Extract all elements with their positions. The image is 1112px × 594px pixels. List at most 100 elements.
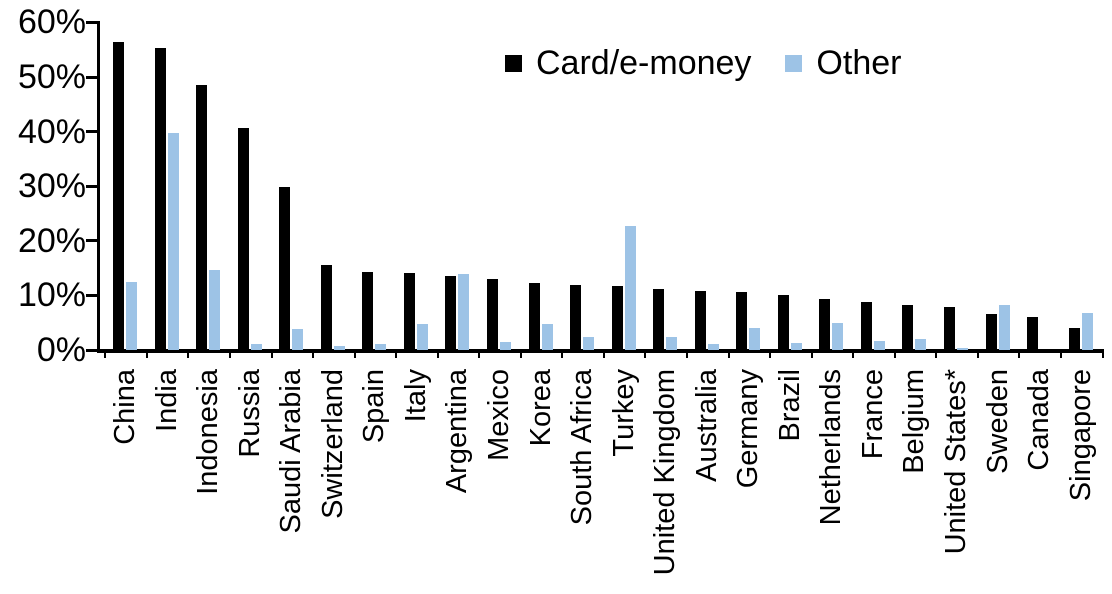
y-axis-tick [86,20,97,24]
x-axis-label: Belgium [898,369,931,474]
x-axis-label: Russia [233,369,266,458]
x-axis-label: Indonesia [192,369,225,495]
bar-other [458,274,470,350]
x-axis-label: United Kingdom [649,369,682,576]
y-axis-label: 50% [17,58,86,96]
x-axis-label: Sweden [981,369,1014,474]
x-axis-label: Switzerland [316,369,349,519]
bar-other [126,282,137,350]
y-axis-tick [86,348,97,352]
bar-card-e-money [985,313,997,350]
bar-other [167,132,179,350]
bar-card-e-money [528,283,540,350]
bar-other [666,337,678,350]
x-axis-label: Brazil [773,369,806,442]
y-axis-line [97,21,100,352]
x-axis-tick [1101,351,1104,358]
x-axis-label: Germany [732,369,765,489]
bar-other [790,343,802,350]
bar-card-e-money [113,42,124,350]
x-axis-tick [353,351,356,358]
bar-card-e-money [1027,317,1039,350]
x-axis-label: Singapore [1064,369,1097,502]
x-axis-tick [686,351,688,358]
bar-card-e-money [611,286,623,350]
x-axis-label: Italy [399,369,432,423]
x-axis-tick [852,351,855,358]
x-axis-label: Turkey [607,369,640,457]
x-axis-label: United States* [940,369,972,555]
bar-other [416,323,428,350]
bar-card-e-money [1068,328,1080,350]
x-axis-tick [602,351,605,358]
x-axis-tick [1018,351,1021,358]
bar-card-e-money [777,294,789,350]
y-axis-label: 20% [17,221,86,260]
x-axis-label: Saudi Arabia [275,369,308,534]
bar-other [375,343,387,350]
x-axis-tick [893,351,896,358]
x-axis-line [97,349,1104,353]
bar-other [583,336,595,350]
x-axis-label: Netherlands [815,369,848,526]
x-axis-tick [935,351,938,358]
bar-card-e-money [736,291,748,350]
bar-other [1081,313,1093,350]
bar-other [915,339,927,350]
bar-card-e-money [653,289,665,350]
x-axis-label: Canada [1023,369,1056,471]
x-axis-tick [270,351,273,358]
bar-other [209,269,221,350]
y-axis-tick [86,75,97,79]
x-axis-tick [727,351,730,358]
bar-card-e-money [320,264,332,350]
bar-card-e-money [694,291,706,350]
x-axis-label: Mexico [482,369,515,461]
x-axis-tick [145,351,148,358]
bar-card-e-money [486,279,498,350]
y-axis-tick [86,239,97,243]
bar-card-e-money [403,273,415,350]
x-axis-tick [561,351,564,358]
x-axis-label: France [856,369,889,460]
x-axis-tick [1059,351,1062,358]
bar-other [333,345,345,350]
x-axis-tick [312,351,315,358]
bar-other [873,340,885,350]
x-axis-tick [436,351,439,358]
bar-other [707,343,719,350]
x-axis-label: India [150,369,183,432]
bar-other [832,322,844,350]
bar-other [624,225,636,350]
bar-card-e-money [902,305,914,350]
x-axis-tick [395,351,398,358]
bar-card-e-money [362,271,374,350]
bar-other [499,342,511,350]
bar-card-e-money [279,187,291,350]
x-axis-label: South Africa [566,369,599,526]
bar-card-e-money [944,306,955,350]
bar-other [292,328,304,350]
y-axis-label: 60% [17,3,86,42]
x-axis-tick [810,351,813,358]
x-axis-tick [478,351,481,358]
x-axis-label: Korea [524,369,557,447]
y-axis-tick [86,130,97,134]
bar-other [541,324,553,350]
x-axis-tick [104,351,107,358]
x-axis-label: Argentina [441,369,474,494]
bar-card-e-money [237,128,249,350]
bar-card-e-money [819,299,831,350]
y-axis-label: 0% [36,331,86,369]
bar-card-e-money [196,85,208,350]
legend-label-card-e-money: Card/e-money [536,44,752,82]
y-axis-label: 40% [17,112,86,151]
legend-swatch-other [785,54,803,72]
x-axis-tick [644,351,647,358]
bar-other [957,348,968,350]
x-axis-tick [228,351,231,358]
y-axis-label: 30% [17,167,86,206]
x-axis-label: China [109,369,141,445]
bar-other [250,343,262,350]
